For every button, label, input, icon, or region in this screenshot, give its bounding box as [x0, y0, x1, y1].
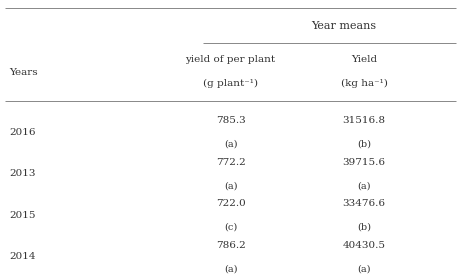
Text: 31516.8: 31516.8: [343, 116, 386, 125]
Text: 2016: 2016: [9, 128, 35, 137]
Text: (a): (a): [224, 181, 237, 190]
Text: yield of per plant: yield of per plant: [185, 55, 276, 64]
Text: (b): (b): [357, 223, 371, 232]
Text: (a): (a): [224, 264, 237, 273]
Text: (a): (a): [357, 264, 371, 273]
Text: Years: Years: [9, 68, 38, 76]
Text: 2015: 2015: [9, 211, 35, 220]
Text: 40430.5: 40430.5: [343, 241, 386, 250]
Text: 785.3: 785.3: [216, 116, 245, 125]
Text: (c): (c): [224, 223, 237, 232]
Text: (g plant⁻¹): (g plant⁻¹): [203, 79, 258, 88]
Text: 786.2: 786.2: [216, 241, 245, 250]
Text: (a): (a): [357, 181, 371, 190]
Text: 772.2: 772.2: [216, 158, 245, 166]
Text: 33476.6: 33476.6: [343, 199, 386, 208]
Text: 722.0: 722.0: [216, 199, 245, 208]
Text: Yield: Yield: [351, 55, 377, 64]
Text: 2014: 2014: [9, 252, 35, 261]
Text: (b): (b): [357, 140, 371, 148]
Text: (a): (a): [224, 140, 237, 148]
Text: Year means: Year means: [311, 21, 376, 31]
Text: (kg ha⁻¹): (kg ha⁻¹): [341, 79, 388, 88]
Text: 39715.6: 39715.6: [343, 158, 386, 166]
Text: 2013: 2013: [9, 169, 35, 178]
